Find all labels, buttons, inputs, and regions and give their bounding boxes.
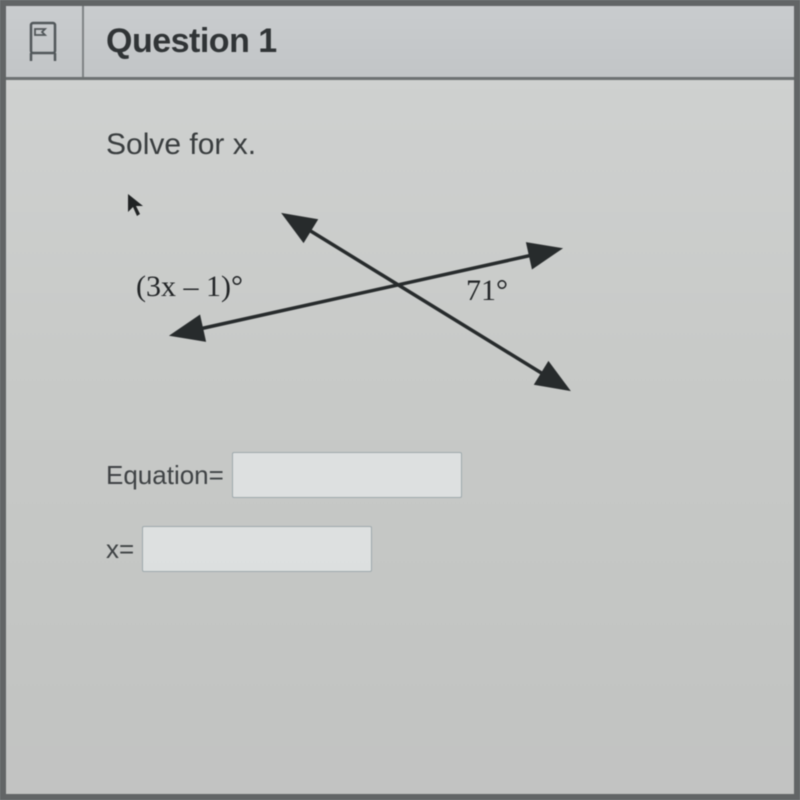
left-angle-label: (3x – 1)° [136, 270, 243, 304]
question-body: Solve for x. (3x – 1)° 71° Equation= [6, 80, 794, 794]
prompt-text: Solve for x. [106, 128, 760, 162]
equation-label: Equation= [106, 460, 224, 491]
flag-icon [27, 21, 61, 63]
flag-icon-container[interactable] [6, 6, 84, 77]
x-label: x= [106, 534, 134, 565]
question-title-container: Question 1 [84, 22, 794, 61]
x-input[interactable] [142, 526, 372, 572]
line-2 [296, 222, 556, 382]
angle-diagram: (3x – 1)° 71° [126, 192, 606, 412]
mouse-cursor-icon [126, 192, 146, 218]
equation-input[interactable] [232, 452, 462, 498]
right-angle-label: 71° [466, 274, 508, 308]
x-row: x= [106, 526, 760, 572]
quiz-window: Question 1 Solve for x. (3x – 1)° 71° Eq… [0, 0, 800, 800]
question-title: Question 1 [106, 22, 794, 61]
question-header: Question 1 [6, 6, 794, 80]
equation-row: Equation= [106, 452, 760, 498]
